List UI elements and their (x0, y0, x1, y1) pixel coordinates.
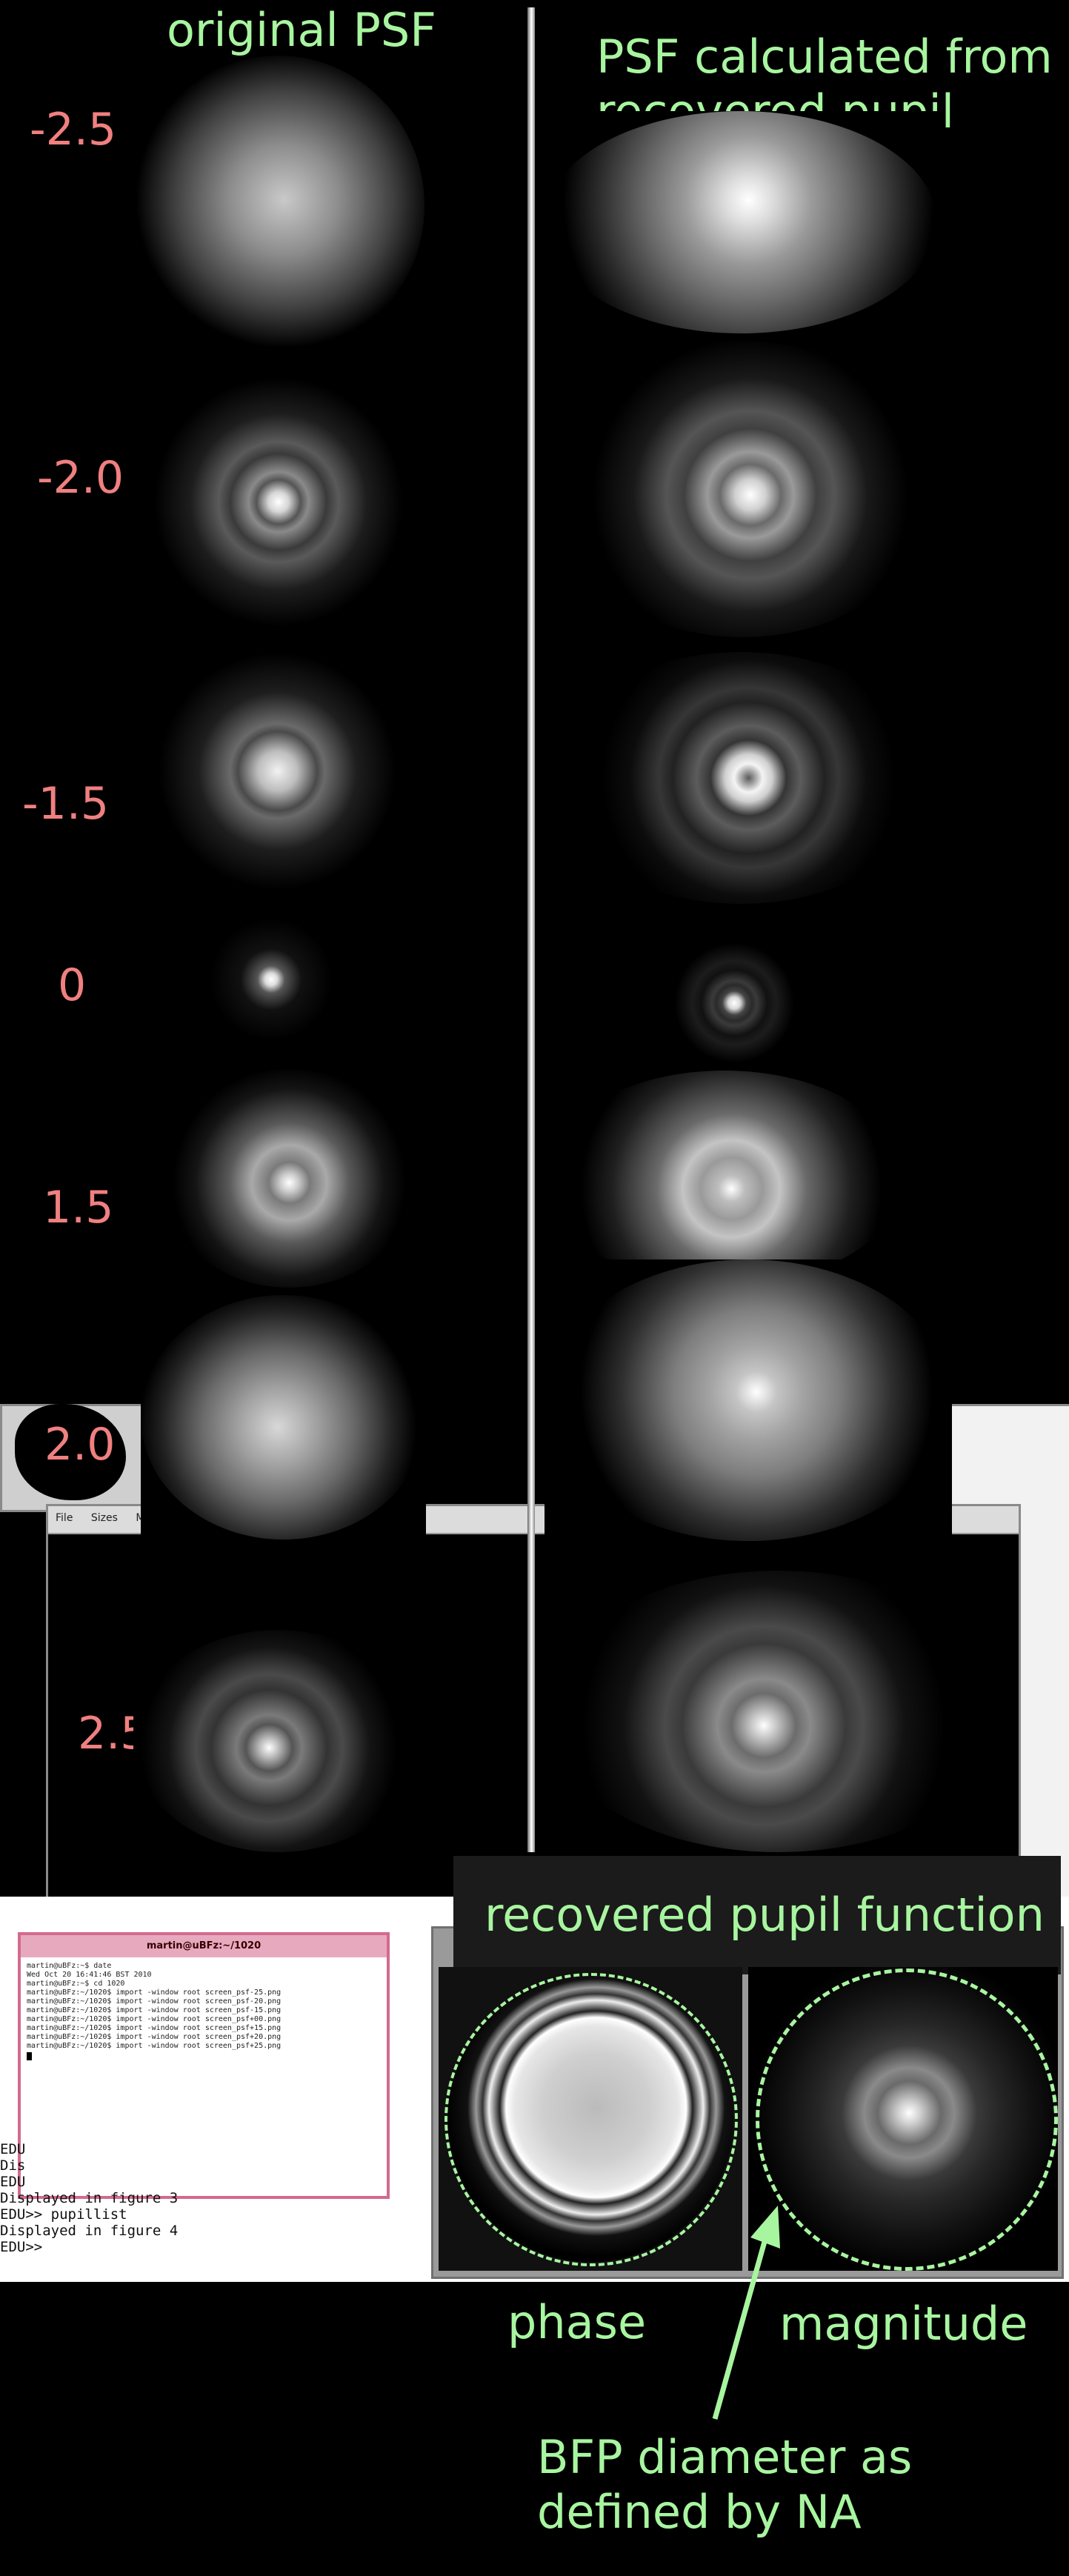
scribble-blob (15, 1404, 126, 1500)
heading-calculated-psf-line1: PSF calculated from (596, 30, 1053, 84)
original-psf-m15 (145, 652, 427, 900)
menu-file[interactable]: File (56, 1512, 73, 1524)
phase-image (439, 1967, 742, 2271)
original-psf-p15 (161, 1069, 417, 1288)
terminal-line: martin@uBFz:~/1020$ import -window root … (27, 1988, 282, 1997)
terminal-cursor (27, 2052, 32, 2060)
terminal-line: martin@uBFz:~$ date (27, 1962, 112, 1970)
menu-sizes[interactable]: Sizes (90, 1512, 118, 1524)
arrow-icon (712, 2206, 780, 2420)
original-psf-p25 (133, 1630, 422, 1852)
phase-label: phase (507, 2295, 647, 2349)
magnitude-na-circle (756, 1968, 1058, 2271)
calculated-psf-p15 (545, 1071, 904, 1285)
terminal-line: martin@uBFz:~$ cd 1020 (27, 1980, 125, 1988)
matlab-console[interactable]: EDU Dis EDU Displayed in figure 3 EDU>> … (0, 2141, 430, 2255)
terminal-line: martin@uBFz:~/1020$ import -window root … (27, 2015, 282, 2023)
original-psf-0 (178, 913, 400, 1061)
console-line: EDU>> pupillist (0, 2206, 127, 2223)
calculated-psf-m15 (548, 652, 933, 904)
calculated-psf-m25 (545, 111, 937, 333)
magnitude-image (748, 1967, 1058, 2271)
focus-label-p15: 1.5 (43, 1182, 114, 1234)
magnitude-label: magnitude (779, 2297, 1028, 2351)
terminal-title: martin@uBFz:~/1020 (21, 1935, 387, 1957)
terminal-line: martin@uBFz:~/1020$ import -window root … (27, 2024, 282, 2032)
terminal-output: martin@uBFz:~$ date Wed Oct 20 16:41:46 … (21, 1957, 387, 2065)
console-line: Dis (0, 2157, 26, 2174)
original-psf-m20 (145, 363, 423, 641)
column-divider (527, 7, 535, 1852)
bfp-line2: defined by NA (537, 2485, 862, 2539)
pupil-title-panel: recovered pupil function (453, 1856, 1061, 1974)
focus-label-m15: -1.5 (22, 778, 110, 830)
terminal-line: martin@uBFz:~/1020$ import -window root … (27, 2042, 282, 2050)
calculated-psf-p20 (545, 1259, 952, 1541)
focus-label-m20: -2.0 (37, 452, 124, 504)
focus-label-0: 0 (58, 959, 87, 1011)
terminal-window[interactable]: martin@uBFz:~/1020 martin@uBFz:~$ date W… (18, 1932, 390, 2199)
calculated-psf-m20 (548, 341, 937, 637)
bfp-annotation: BFP diameter as defined by NA (537, 2430, 912, 2540)
original-psf-p20 (141, 1295, 426, 1540)
console-line: Displayed in figure 3 (0, 2190, 179, 2206)
terminal-line: martin@uBFz:~/1020$ import -window root … (27, 2033, 282, 2041)
terminal-line: martin@uBFz:~/1020$ import -window root … (27, 1997, 282, 2006)
focus-label-p20: 2.0 (44, 1419, 116, 1471)
terminal-line: Wed Oct 20 16:41:46 BST 2010 (27, 1971, 152, 1979)
focus-label-m25: -2.5 (30, 104, 117, 156)
calculated-psf-0 (615, 913, 845, 1068)
calculated-psf-p25 (545, 1571, 1011, 1852)
console-line: Displayed in figure 4 (0, 2223, 179, 2239)
phase-na-circle (444, 1973, 738, 2266)
original-psf-m25 (132, 56, 424, 356)
console-line: EDU (0, 2174, 26, 2190)
console-line: EDU>> (0, 2239, 43, 2255)
heading-original-psf: original PSF (167, 3, 436, 57)
pupil-title: recovered pupil function (484, 1888, 1045, 1942)
bfp-line1: BFP diameter as (537, 2430, 913, 2484)
console-line: EDU (0, 2141, 26, 2157)
terminal-line: martin@uBFz:~/1020$ import -window root … (27, 2006, 282, 2014)
